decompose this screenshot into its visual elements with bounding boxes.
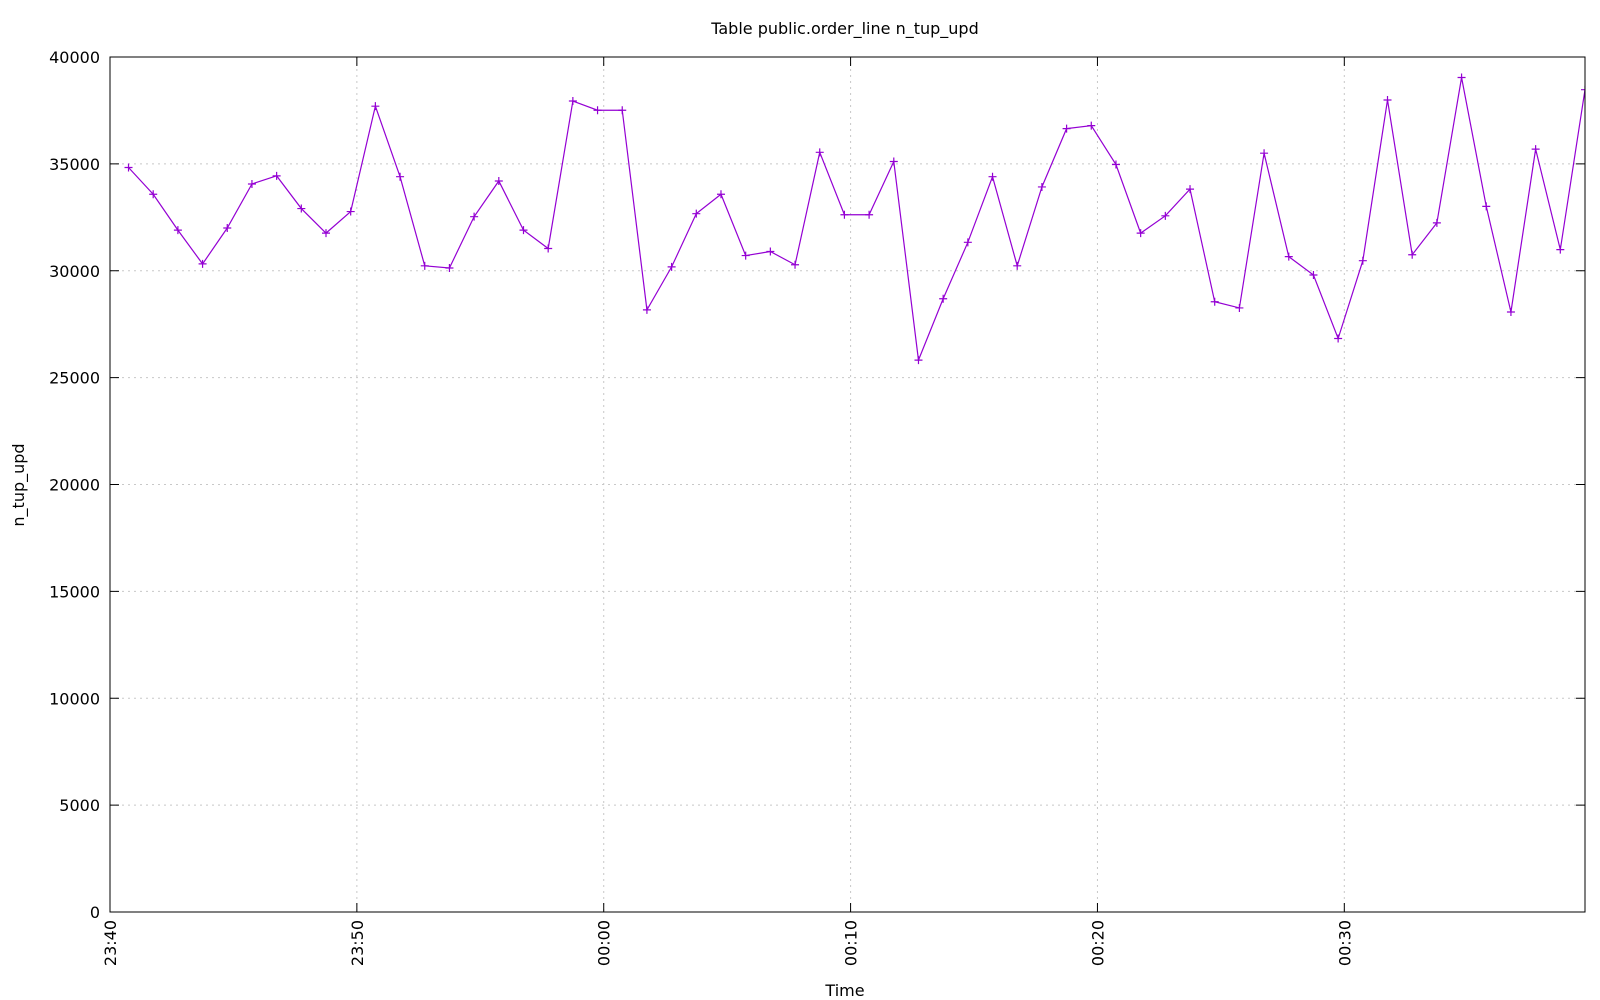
data-point (963, 238, 972, 247)
data-point (1358, 256, 1367, 265)
y-tick-label: 0 (90, 903, 100, 922)
data-point (939, 294, 948, 303)
data-point (1334, 334, 1343, 343)
data-point (1037, 182, 1046, 191)
x-axis-label: Time (824, 981, 864, 1000)
grid (110, 57, 1585, 912)
data-point (914, 356, 923, 365)
y-tick-label: 5000 (59, 796, 100, 815)
x-tick-label: 00:10 (842, 920, 861, 966)
x-tick-label: 00:30 (1335, 920, 1354, 966)
data-point (173, 226, 182, 235)
data-point (247, 179, 256, 188)
data-point (692, 209, 701, 218)
data-point (1235, 303, 1244, 312)
data-point (297, 204, 306, 213)
y-tick-label: 25000 (49, 369, 100, 388)
data-point (1457, 73, 1466, 82)
data-point (1408, 250, 1417, 259)
data-point (1309, 271, 1318, 280)
data-point (322, 229, 331, 238)
data-point (223, 224, 232, 232)
data-point (667, 262, 676, 271)
chart-title: Table public.order_line n_tup_upd (710, 19, 978, 39)
data-point (815, 148, 824, 157)
data-point (988, 172, 997, 181)
data-point (371, 102, 380, 111)
data-line (128, 77, 1585, 363)
data-point (1556, 245, 1565, 254)
data-point (396, 172, 405, 181)
y-tick-label: 40000 (49, 48, 100, 67)
data-point (593, 106, 602, 115)
data-point (1062, 124, 1071, 133)
data-point (741, 251, 750, 260)
data-point (1161, 211, 1170, 220)
data-point (1210, 297, 1219, 306)
data-point (544, 244, 553, 253)
data-point (124, 163, 133, 172)
data-point (568, 97, 577, 106)
plot-border (109, 56, 1586, 913)
data-point (272, 171, 281, 180)
data-point (791, 260, 800, 269)
y-tick-label: 35000 (49, 155, 100, 174)
data-point (1087, 121, 1096, 130)
data-point (420, 261, 429, 270)
data-point (1531, 145, 1540, 154)
x-tick-label: 23:40 (101, 920, 120, 966)
y-tick-label: 30000 (49, 262, 100, 281)
plot-area (124, 73, 1585, 365)
data-point (1383, 95, 1392, 104)
data-point (1136, 229, 1145, 238)
data-point (445, 263, 454, 272)
data-point (519, 226, 528, 235)
y-tick-label: 20000 (49, 476, 100, 495)
data-point (766, 247, 775, 256)
data-point (1581, 85, 1585, 94)
x-tick-label: 00:00 (595, 920, 614, 966)
data-point (1506, 308, 1515, 317)
y-axis-label: n_tup_upd (9, 443, 29, 526)
data-point (1284, 252, 1293, 261)
data-point (865, 210, 874, 219)
x-tick-label: 23:50 (348, 920, 367, 966)
data-point (618, 106, 627, 115)
data-point (716, 190, 725, 199)
data-point (642, 305, 651, 314)
y-tick-label: 15000 (49, 582, 100, 601)
data-point (1482, 202, 1491, 211)
data-point (470, 212, 479, 221)
data-point (1111, 160, 1120, 169)
y-tick-label: 10000 (49, 689, 100, 708)
data-point (149, 190, 158, 199)
data-point (1260, 149, 1269, 158)
data-point (198, 259, 207, 268)
data-point (840, 210, 849, 219)
data-point (889, 157, 898, 166)
data-point (1186, 185, 1195, 194)
data-point (1432, 218, 1441, 227)
ticks: 0 5000 10000 15000 20000 25000 30000 35000 40000… (49, 48, 1585, 966)
x-tick-label: 00:20 (1088, 920, 1107, 966)
data-point (1013, 261, 1022, 270)
data-point (494, 176, 503, 185)
data-point (346, 207, 355, 216)
